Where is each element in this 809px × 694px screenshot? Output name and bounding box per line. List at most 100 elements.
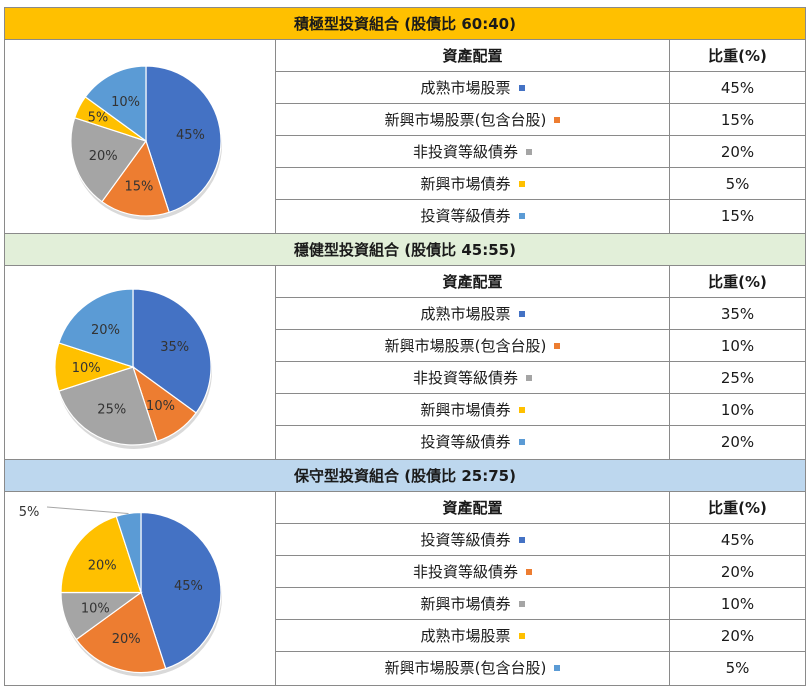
pie-data-label: 35% xyxy=(160,340,189,355)
weight-cell: 5% xyxy=(725,175,750,193)
pie-data-label: 5% xyxy=(19,505,40,520)
pie-data-label: 45% xyxy=(174,579,203,594)
weight-cell: 20% xyxy=(720,143,755,161)
section-body: 45% 15% 20% 5% 10% 資產配置 比重(%) 成熟市場股票 45% 新興市場股… xyxy=(5,40,805,234)
asset-label: 新興市場股票(包含台股) xyxy=(384,337,547,355)
pie-slice xyxy=(70,117,147,203)
table-row: 成熟市場股票 20% xyxy=(276,620,805,652)
table-header-row: 資產配置 比重(%) xyxy=(276,492,805,524)
weight-cell: 35% xyxy=(720,305,755,323)
asset-label: 投資等級債券 xyxy=(420,531,511,549)
table-row: 投資等級債券 15% xyxy=(276,200,805,233)
section-title: 保守型投資組合 (股債比 25:75) xyxy=(5,460,805,492)
weight-cell: 20% xyxy=(720,433,755,451)
asset-cell: 新興市場債券 xyxy=(276,394,670,425)
col-weight-header: 比重(%) xyxy=(708,499,767,517)
asset-cell: 成熟市場股票 xyxy=(276,72,670,103)
pie-data-label: 10% xyxy=(146,399,175,414)
pie-data-label: 15% xyxy=(125,179,154,194)
legend-swatch-icon xyxy=(518,536,525,543)
leader-line xyxy=(46,506,129,514)
pie-slice xyxy=(75,591,167,674)
table-row: 新興市場債券 5% xyxy=(276,168,805,200)
table-row: 非投資等級債券 20% xyxy=(276,556,805,588)
legend-swatch-icon xyxy=(518,406,525,413)
legend-swatch-icon xyxy=(554,116,561,123)
asset-cell: 非投資等級債券 xyxy=(276,362,670,393)
col-asset-header: 資產配置 xyxy=(276,492,670,523)
pie-slice xyxy=(58,366,158,446)
pie-chart: 45% 15% 20% 5%10% xyxy=(70,65,222,220)
weight-cell: 15% xyxy=(720,111,755,129)
pie-data-label: 20% xyxy=(112,632,141,647)
asset-label: 新興市場股票(包含台股) xyxy=(384,111,547,129)
section-body: 35% 10% 25% 10% 20% 資產配置 比重(%) 成熟市場股票 35% 新興市場… xyxy=(5,266,805,460)
asset-cell: 投資等級債券 xyxy=(276,426,670,459)
asset-label: 成熟市場股票 xyxy=(420,79,511,97)
pie-data-label: 20% xyxy=(91,323,120,338)
asset-label: 投資等級債券 xyxy=(420,433,511,451)
legend-swatch-icon xyxy=(526,374,532,381)
section-title: 穩健型投資組合 (股債比 45:55) xyxy=(5,234,805,266)
table-row: 成熟市場股票 45% xyxy=(276,72,805,104)
asset-label: 新興市場股票(包含台股) xyxy=(384,659,547,677)
asset-label: 非投資等級債券 xyxy=(412,563,518,581)
legend-swatch-icon xyxy=(526,148,532,155)
asset-cell: 非投資等級債券 xyxy=(276,556,670,587)
table-row: 新興市場債券 10% xyxy=(276,588,805,620)
allocation-table: 資產配置 比重(%) 成熟市場股票 35% 新興市場股票(包含台股) 10% 非投資等級… xyxy=(276,266,805,459)
pie-slice xyxy=(58,288,134,368)
weight-cell: 15% xyxy=(720,207,755,225)
legend-swatch-icon xyxy=(518,310,525,317)
weight-cell: 10% xyxy=(720,595,755,613)
pie-data-label: 10% xyxy=(72,361,101,376)
asset-label: 非投資等級債券 xyxy=(412,369,518,387)
pie-slice xyxy=(140,511,222,670)
asset-label: 成熟市場股票 xyxy=(420,305,511,323)
weight-cell: 25% xyxy=(720,369,755,387)
asset-label: 新興市場債券 xyxy=(420,595,511,613)
pie-data-label: 10% xyxy=(111,95,140,110)
weight-cell: 20% xyxy=(720,563,755,581)
col-asset-header: 資產配置 xyxy=(276,266,670,297)
table-row: 非投資等級債券 25% xyxy=(276,362,805,394)
weight-cell: 10% xyxy=(720,401,755,419)
asset-cell: 成熟市場股票 xyxy=(276,298,670,329)
pie-data-label: 25% xyxy=(97,403,126,418)
asset-cell: 新興市場股票(包含台股) xyxy=(276,330,670,361)
legend-swatch-icon xyxy=(554,342,561,349)
legend-swatch-icon xyxy=(518,180,525,187)
pie-chart: 45% 20% 10% 20% 5% xyxy=(19,505,222,677)
pie-slice xyxy=(84,65,147,143)
weight-cell: 10% xyxy=(720,337,755,355)
table-row: 新興市場股票(包含台股) 5% xyxy=(276,652,805,685)
portfolio-conservative: 保守型投資組合 (股債比 25:75) 45% 20% 10% 20% 5% 資產配置 … xyxy=(5,460,805,685)
asset-cell: 投資等級債券 xyxy=(276,200,670,233)
pie-slice xyxy=(145,65,222,214)
table-row: 非投資等級債券 20% xyxy=(276,136,805,168)
pie-slice xyxy=(115,511,142,593)
pie-slice xyxy=(132,288,212,414)
legend-swatch-icon xyxy=(518,632,525,639)
pie-data-label: 20% xyxy=(89,149,118,164)
asset-cell: 成熟市場股票 xyxy=(276,620,670,651)
asset-cell: 新興市場債券 xyxy=(276,588,670,619)
allocation-grid: 積極型投資組合 (股債比 60:40) 45% 15% 20% 5% 10% 資產配置 … xyxy=(4,7,806,686)
legend-swatch-icon xyxy=(518,438,525,445)
col-asset-header: 資產配置 xyxy=(276,40,670,71)
asset-label: 新興市場債券 xyxy=(420,175,511,193)
asset-label: 投資等級債券 xyxy=(420,207,511,225)
table-row: 新興市場股票(包含台股) 10% xyxy=(276,330,805,362)
section-body: 45% 20% 10% 20% 5% 資產配置 比重(%) 投資等級債券 45% 非投資等級… xyxy=(5,492,805,685)
allocation-table: 資產配置 比重(%) 投資等級債券 45% 非投資等級債券 20% 新興市場債券 10% 成… xyxy=(276,492,805,685)
weight-cell: 20% xyxy=(720,627,755,645)
asset-cell: 新興市場債券 xyxy=(276,168,670,199)
allocation-table: 資產配置 比重(%) 成熟市場股票 45% 新興市場股票(包含台股) 15% 非投資等級… xyxy=(276,40,805,233)
pie-data-label: 45% xyxy=(176,128,205,143)
legend-swatch-icon xyxy=(554,664,561,671)
pie-data-label: 20% xyxy=(88,558,117,573)
table-row: 新興市場股票(包含台股) 15% xyxy=(276,104,805,136)
table-row: 新興市場債券 10% xyxy=(276,394,805,426)
pie-slice xyxy=(101,139,170,217)
table-row: 投資等級債券 20% xyxy=(276,426,805,459)
